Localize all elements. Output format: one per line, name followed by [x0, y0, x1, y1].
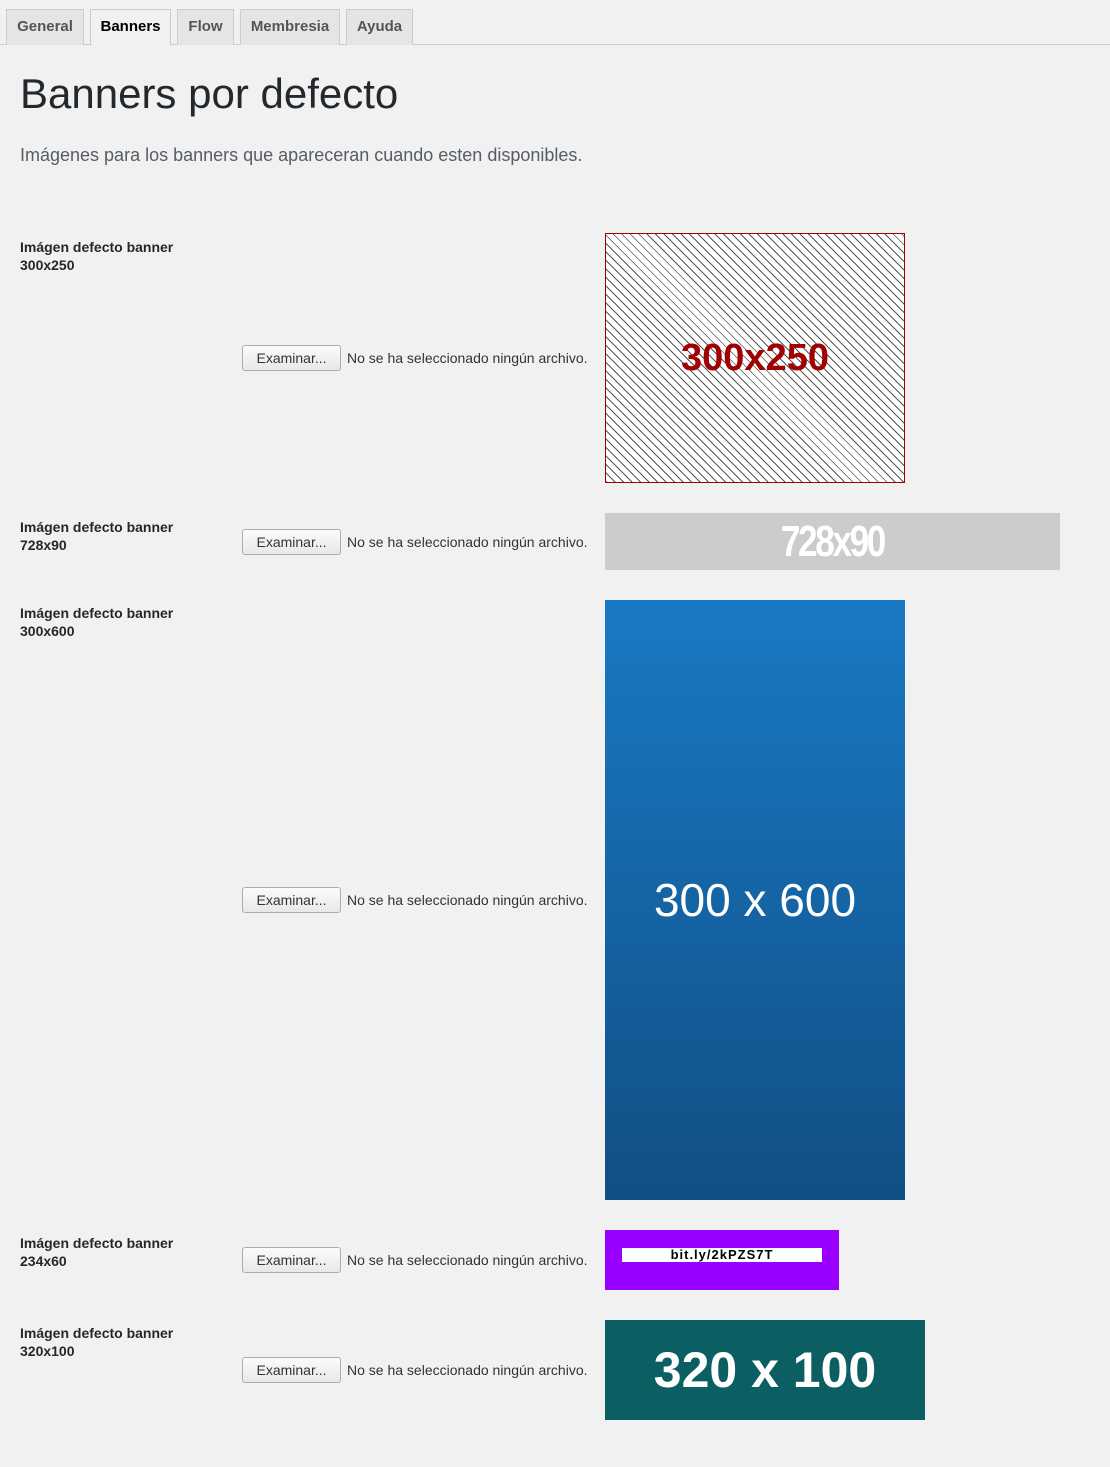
file-status-234x60: No se ha seleccionado ningún archivo.: [347, 1252, 588, 1268]
file-input-320x100: Examinar... No se ha seleccionado ningún…: [242, 1357, 588, 1383]
page-title: Banners por defecto: [20, 70, 399, 117]
browse-button-300x600[interactable]: Examinar...: [242, 887, 341, 913]
browse-button-728x90[interactable]: Examinar...: [242, 529, 341, 555]
file-status-300x250: No se ha seleccionado ningún archivo.: [347, 350, 588, 366]
tab-bar: General Banners Flow Membresia Ayuda: [0, 0, 1110, 46]
banner-preview-728x90: 728x90: [605, 513, 1060, 570]
browse-button-320x100[interactable]: Examinar...: [242, 1357, 341, 1383]
browse-button-234x60[interactable]: Examinar...: [242, 1247, 341, 1273]
banner-preview-text: 320 x 100: [653, 1342, 877, 1398]
banner-preview-300x250: 300x250: [605, 233, 905, 483]
tab-ayuda[interactable]: Ayuda: [346, 9, 413, 45]
row-label-300x600: Imágen defecto banner 300x600: [20, 605, 174, 639]
row-label-234x60: Imágen defecto banner 234x60: [20, 1235, 174, 1269]
file-status-300x600: No se ha seleccionado ningún archivo.: [347, 892, 588, 908]
file-input-300x600: Examinar... No se ha seleccionado ningún…: [242, 887, 588, 913]
banner-preview-text: 300 x 600: [653, 874, 857, 926]
browse-button-300x250[interactable]: Examinar...: [242, 345, 341, 371]
page-description: Imágenes para los banners que apareceran…: [20, 145, 583, 165]
file-status-728x90: No se ha seleccionado ningún archivo.: [347, 534, 588, 550]
banner-preview-text: bit.ly/2kPZS7T: [622, 1248, 822, 1262]
row-label-320x100: Imágen defecto banner 320x100: [20, 1325, 174, 1359]
banner-preview-300x600: 300 x 600: [605, 600, 905, 1200]
banner-preview-text: 728x90: [780, 516, 886, 566]
file-input-234x60: Examinar... No se ha seleccionado ningún…: [242, 1247, 588, 1273]
banner-preview-text: 300x250: [681, 336, 829, 379]
tab-general[interactable]: General: [6, 9, 84, 45]
file-input-728x90: Examinar... No se ha seleccionado ningún…: [242, 529, 588, 555]
file-input-300x250: Examinar... No se ha seleccionado ningún…: [242, 345, 588, 371]
file-status-320x100: No se ha seleccionado ningún archivo.: [347, 1362, 588, 1378]
tab-flow[interactable]: Flow: [177, 9, 234, 45]
banner-preview-234x60: bit.ly/2kPZS7T: [605, 1230, 839, 1290]
row-label-300x250: Imágen defecto banner 300x250: [20, 239, 174, 273]
tab-banners[interactable]: Banners: [90, 9, 171, 46]
tab-membresia[interactable]: Membresia: [240, 9, 340, 45]
row-label-728x90: Imágen defecto banner 728x90: [20, 519, 174, 553]
banner-preview-320x100: 320 x 100: [605, 1320, 925, 1420]
